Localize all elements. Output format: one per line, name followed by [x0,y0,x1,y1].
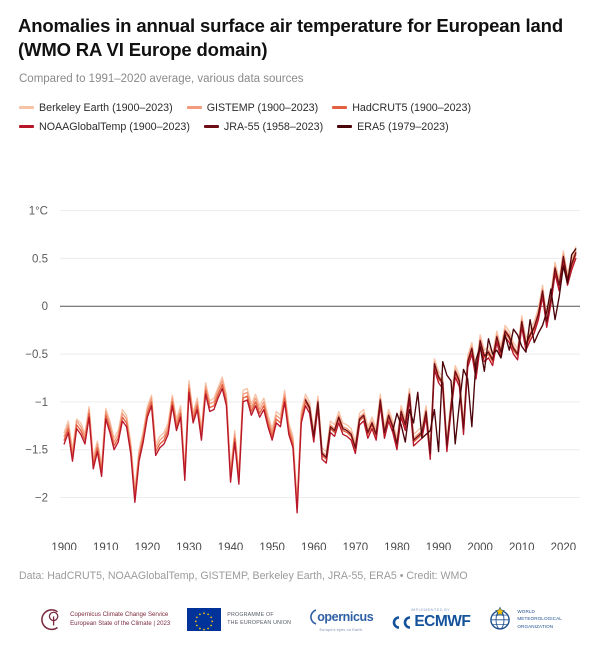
series-line-gistemp [63,250,577,506]
legend-swatch-jra-55 [203,125,219,128]
legend-row-1: Berkeley Earth (1900–2023) GISTEMP (1900… [19,98,587,117]
x-axis-tick-label: 2020 [551,542,577,550]
legend-swatch-berkeley-earth [19,106,34,109]
logo-ecmwf[interactable]: IMPLEMENTED BY ECMWF [390,607,471,631]
series-line-noaaglobaltemp [63,257,577,514]
series-line-era5 [392,248,577,453]
data-credit: Data: HadCRUT5, NOAAGlobalTemp, GISTEMP,… [19,570,468,582]
x-axis-tick-label: 1970 [343,542,369,550]
x-axis-tick-label: 1950 [259,542,285,550]
legend-swatch-gistemp [186,106,202,109]
y-axis-tick-label: 1°C [29,206,48,218]
chart-series-lines [63,246,577,514]
page-subtitle: Compared to 1991–2020 average, various d… [19,73,304,85]
legend-item-hadcrut5[interactable]: HadCRUT5 (1900–2023) [332,102,471,114]
eu-line-1: PROGRAMME OF [227,611,274,618]
copernicus-tagline: Europe's eyes on Earth [319,626,363,632]
x-axis-tick-label: 2010 [509,542,535,550]
wmo-emblem-icon [490,606,511,630]
c3s-emblem-icon [41,609,59,631]
logo-copernicus-climate-change-service[interactable]: Copernicus Climate Change Service Europe… [38,606,170,632]
chart-gridlines [60,210,580,499]
logo-world-meteorological-organization[interactable]: WORLD METEOROLOGICAL ORGANIZATION [487,606,562,632]
y-axis-tick-labels: 1°C 0.5 0 −0.5 −1 −1.5 −2 [25,206,48,505]
x-axis-tick-label: 1960 [301,542,327,550]
x-axis-tick-label: 1920 [135,542,161,550]
page-title: Anomalies in annual surface air temperat… [18,15,563,60]
c3s-line-2: European State of the Climate | 2023 [70,620,171,627]
y-axis-tick-label: −0.5 [25,349,48,361]
y-axis-tick-label: −1.5 [25,445,48,457]
legend-swatch-hadcrut5 [332,106,348,109]
x-axis-tick-label: 1940 [218,542,244,550]
x-axis-tick-label: 1980 [384,542,410,550]
legend-item-jra-55[interactable]: JRA-55 (1958–2023) [203,120,324,133]
legend-label-berkeley-earth: Berkeley Earth (1900–2023) [39,101,173,114]
footer-logo-bar: Copernicus Climate Change Service Europe… [0,596,600,642]
x-axis-tick-label: 1900 [51,542,77,550]
x-axis-tick-label: 1990 [426,542,452,550]
legend-swatch-noaaglobaltemp [19,125,34,128]
legend-label-hadcrut5: HadCRUT5 (1900–2023) [352,101,472,114]
series-line-hadcrut5 [63,253,577,510]
legend-item-gistemp[interactable]: GISTEMP (1900–2023) [186,101,319,114]
copernicus-arc-icon [310,608,317,625]
x-axis-tick-label: 1910 [93,542,119,550]
series-line-berkeley [63,246,577,503]
ecmwf-wordmark: ECMWF [414,613,471,630]
x-axis-tick-label: 1930 [176,542,202,550]
chart-plot-area: 1°C 0.5 0 −0.5 −1 −1.5 −2 1900 1910 1920 1930 1940… [0,150,600,550]
chart-legend: Berkeley Earth (1900–2023) GISTEMP (1900… [19,98,587,136]
eu-line-2: THE EUROPEAN UNION [227,620,292,626]
legend-item-noaaglobaltemp[interactable]: NOAAGlobalTemp (1900–2023) [19,121,190,133]
y-axis-tick-label: −2 [35,493,48,505]
legend-label-gistemp: GISTEMP (1900–2023) [206,101,319,114]
c3s-line-1: Copernicus Climate Change Service [70,610,169,618]
temperature-anomaly-line-chart: 1°C 0.5 0 −0.5 −1 −1.5 −2 1900 1910 1920 1930 1940… [25,206,580,550]
legend-label-jra-55: JRA-55 (1958–2023) [223,120,324,133]
copernicus-wordmark: opernicus [317,609,374,624]
ecmwf-implemented-by-label: IMPLEMENTED BY [410,607,451,612]
series-line-jra-55 [304,252,577,459]
ecmwf-symbol-icon [393,615,411,629]
logo-european-union[interactable]: PROGRAMME OF THE EUROPEAN UNION [187,607,292,631]
legend-label-noaaglobaltemp: NOAAGlobalTemp (1900–2023) [39,120,190,133]
legend-item-berkeley-earth[interactable]: Berkeley Earth (1900–2023) [19,102,173,114]
eu-stars-icon [195,611,214,630]
y-axis-tick-label: 0.5 [32,253,48,265]
x-axis-tick-labels: 1900 1910 1920 1930 1940 1950 1960 1970 1980 1990… [51,542,576,550]
wmo-line-3: ORGANIZATION [517,623,554,629]
wmo-line-2: METEOROLOGICAL [517,616,562,622]
legend-swatch-era5 [337,125,353,128]
legend-label-era5: ERA5 (1979–2023) [357,120,449,133]
eu-flag-icon [187,607,222,631]
legend-item-era5[interactable]: ERA5 (1979–2023) [337,121,449,133]
y-axis-tick-label: −1 [35,397,48,409]
wmo-line-1: WORLD [517,608,535,614]
y-axis-tick-label: 0 [42,301,48,313]
x-axis-tick-label: 2000 [467,542,493,550]
logo-copernicus[interactable]: opernicus Europe's eyes on Earth [308,607,374,632]
legend-row-2: NOAAGlobalTemp (1900–2023) JRA-55 (1958–… [19,117,587,136]
